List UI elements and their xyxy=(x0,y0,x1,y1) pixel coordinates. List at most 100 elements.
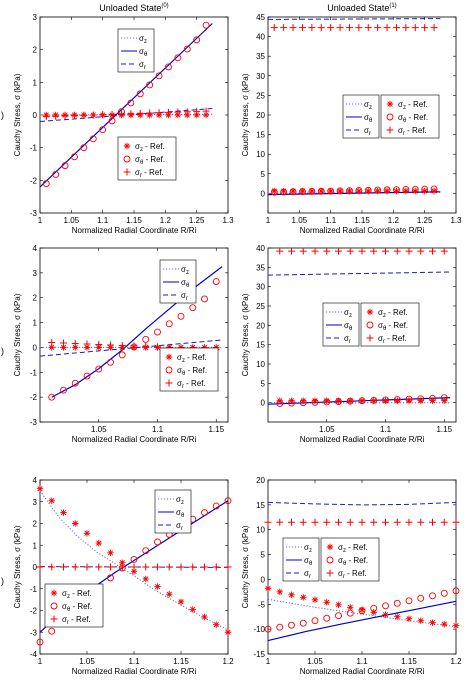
data-point-sigma-z-ref xyxy=(405,615,413,622)
data-point-sigma-r-ref xyxy=(71,563,79,571)
data-point-sigma-z-ref xyxy=(393,187,400,195)
data-point-sigma-theta-ref xyxy=(323,398,331,406)
data-point-sigma-r-ref xyxy=(193,107,201,115)
x-tick-label: 1.15 xyxy=(401,657,417,666)
data-point-sigma-r-ref xyxy=(289,24,297,32)
data-point-sigma-r-ref xyxy=(452,518,460,526)
x-tick-label: 1.15 xyxy=(436,425,452,434)
x-tick-label: 1.15 xyxy=(208,425,224,434)
data-point-sigma-r-ref xyxy=(52,112,60,120)
legend-reference: σz - Ref.σθ - Ref.σr - Ref. xyxy=(380,94,440,139)
legend-subscript: r xyxy=(144,65,146,71)
legend-label: σθ xyxy=(139,47,148,58)
data-point-sigma-theta-ref xyxy=(107,574,114,582)
x-axis-label: Normalized Radial Coordinate R/Ri xyxy=(72,435,197,444)
x-tick-label: 1.05 xyxy=(307,657,323,666)
data-point-sigma-r-ref xyxy=(107,563,114,571)
x-tick-label: 1.15 xyxy=(354,216,370,225)
data-point-sigma-z-ref xyxy=(213,621,220,628)
legend-reference: σz - Ref.σθ - Ref.σr - Ref. xyxy=(159,347,219,392)
data-point-sigma-r-ref xyxy=(177,563,185,571)
legend-subscript: z xyxy=(67,594,70,600)
data-point-sigma-theta-ref xyxy=(374,186,382,194)
data-point-sigma-z-ref xyxy=(60,344,67,351)
data-point-sigma-theta-ref xyxy=(355,187,363,194)
data-point-sigma-theta-ref xyxy=(417,395,425,403)
data-point-sigma-r-ref xyxy=(136,109,144,117)
legend-symbol: σ xyxy=(378,334,383,343)
data-point-sigma-r-ref xyxy=(276,518,284,526)
data-point-sigma-theta-ref xyxy=(48,393,56,401)
data-point-sigma-r-ref xyxy=(405,518,413,526)
data-point-sigma-z-ref xyxy=(166,590,173,598)
legend-subscript: θ xyxy=(403,118,407,124)
data-point-sigma-z-ref xyxy=(288,591,295,599)
data-point-sigma-z-ref xyxy=(276,588,283,596)
legend-reference: σz - Ref.σθ - Ref.σr - Ref. xyxy=(320,537,380,582)
legend-label: σθ - Ref. xyxy=(378,321,408,332)
data-point-sigma-theta-ref xyxy=(42,180,50,188)
data-point-sigma-theta-ref xyxy=(336,187,344,195)
data-point-sigma-r-ref xyxy=(355,24,363,32)
legend-label: σr xyxy=(181,291,188,302)
x-tick-label: 1.2 xyxy=(388,216,400,225)
data-point-sigma-theta-ref xyxy=(201,295,208,303)
data-point-sigma-z-ref xyxy=(72,344,79,351)
legend-symbol: σ xyxy=(344,334,349,343)
legend-symbol: σ xyxy=(62,615,67,624)
legend-marker-sample xyxy=(165,366,173,374)
x-axis-label: Normalized Radial Coordinate R/Ri xyxy=(300,667,425,676)
column-title: Unloaded State(1) xyxy=(327,3,396,13)
data-point-sigma-theta-ref xyxy=(136,90,144,98)
y-tick-label: -3 xyxy=(30,418,38,427)
legend-suffix: - Ref. xyxy=(385,334,407,343)
series-line-sigma-theta xyxy=(39,23,213,188)
data-point-sigma-z-ref xyxy=(280,187,287,195)
data-point-sigma-r-ref xyxy=(288,247,295,255)
legend-subscript: θ xyxy=(343,561,347,567)
data-point-sigma-r-ref xyxy=(288,518,295,526)
data-point-sigma-z-ref xyxy=(72,520,79,527)
data-point-sigma-theta-ref xyxy=(48,627,56,635)
data-point-sigma-theta-ref xyxy=(154,328,161,336)
data-point-sigma-r-ref xyxy=(202,107,210,115)
data-point-sigma-z-ref xyxy=(430,187,438,195)
data-point-sigma-z-ref xyxy=(202,111,210,119)
x-tick-label: 1.3 xyxy=(450,216,462,225)
y-tick-label: 1 xyxy=(33,319,38,328)
legend-subscript: θ xyxy=(140,160,144,166)
data-point-sigma-z-ref xyxy=(402,187,410,195)
y-tick-label: 0 xyxy=(33,343,38,352)
data-point-sigma-r-ref xyxy=(80,111,88,119)
x-tick-label: 1 xyxy=(38,216,43,225)
data-point-sigma-z-ref xyxy=(60,509,67,516)
legend-label: σz xyxy=(139,34,147,45)
legend-subscript: θ xyxy=(349,326,353,332)
data-point-sigma-r-ref xyxy=(370,247,378,255)
data-point-sigma-r-ref xyxy=(405,247,413,255)
data-point-sigma-z-ref xyxy=(130,568,138,575)
data-point-sigma-theta-ref xyxy=(393,396,401,404)
data-point-sigma-r-ref xyxy=(130,342,138,350)
legend-marker-sample xyxy=(386,100,394,108)
legend-marker-sample xyxy=(165,353,173,361)
data-point-sigma-r-ref xyxy=(165,563,173,571)
data-point-sigma-z-ref xyxy=(394,613,401,620)
data-point-sigma-theta-ref xyxy=(299,188,306,196)
data-point-sigma-theta-ref xyxy=(358,397,366,405)
data-point-sigma-z-ref xyxy=(300,594,307,601)
data-point-sigma-theta-ref xyxy=(327,187,335,195)
chart-panel-row1-left: 1 1.05 1.1 1.15 1.2 1.25 1.3 -3 -2 -1 0 1 2 3 Normaliz… xyxy=(13,13,234,235)
x-axis-label: Normalized Radial Coordinate R/Ri xyxy=(72,667,197,676)
column-title-text: Unloaded State xyxy=(99,3,161,13)
legend-suffix: - Ref. xyxy=(142,168,164,177)
legend-reference: σz - Ref.σθ - Ref.σr - Ref. xyxy=(360,302,420,347)
data-point-sigma-theta-ref xyxy=(61,162,69,170)
legend-marker-sample xyxy=(386,113,394,121)
legend-symbol: σ xyxy=(176,495,181,504)
legend-subscript: z xyxy=(181,500,184,506)
y-tick-label: -15 xyxy=(253,650,265,659)
